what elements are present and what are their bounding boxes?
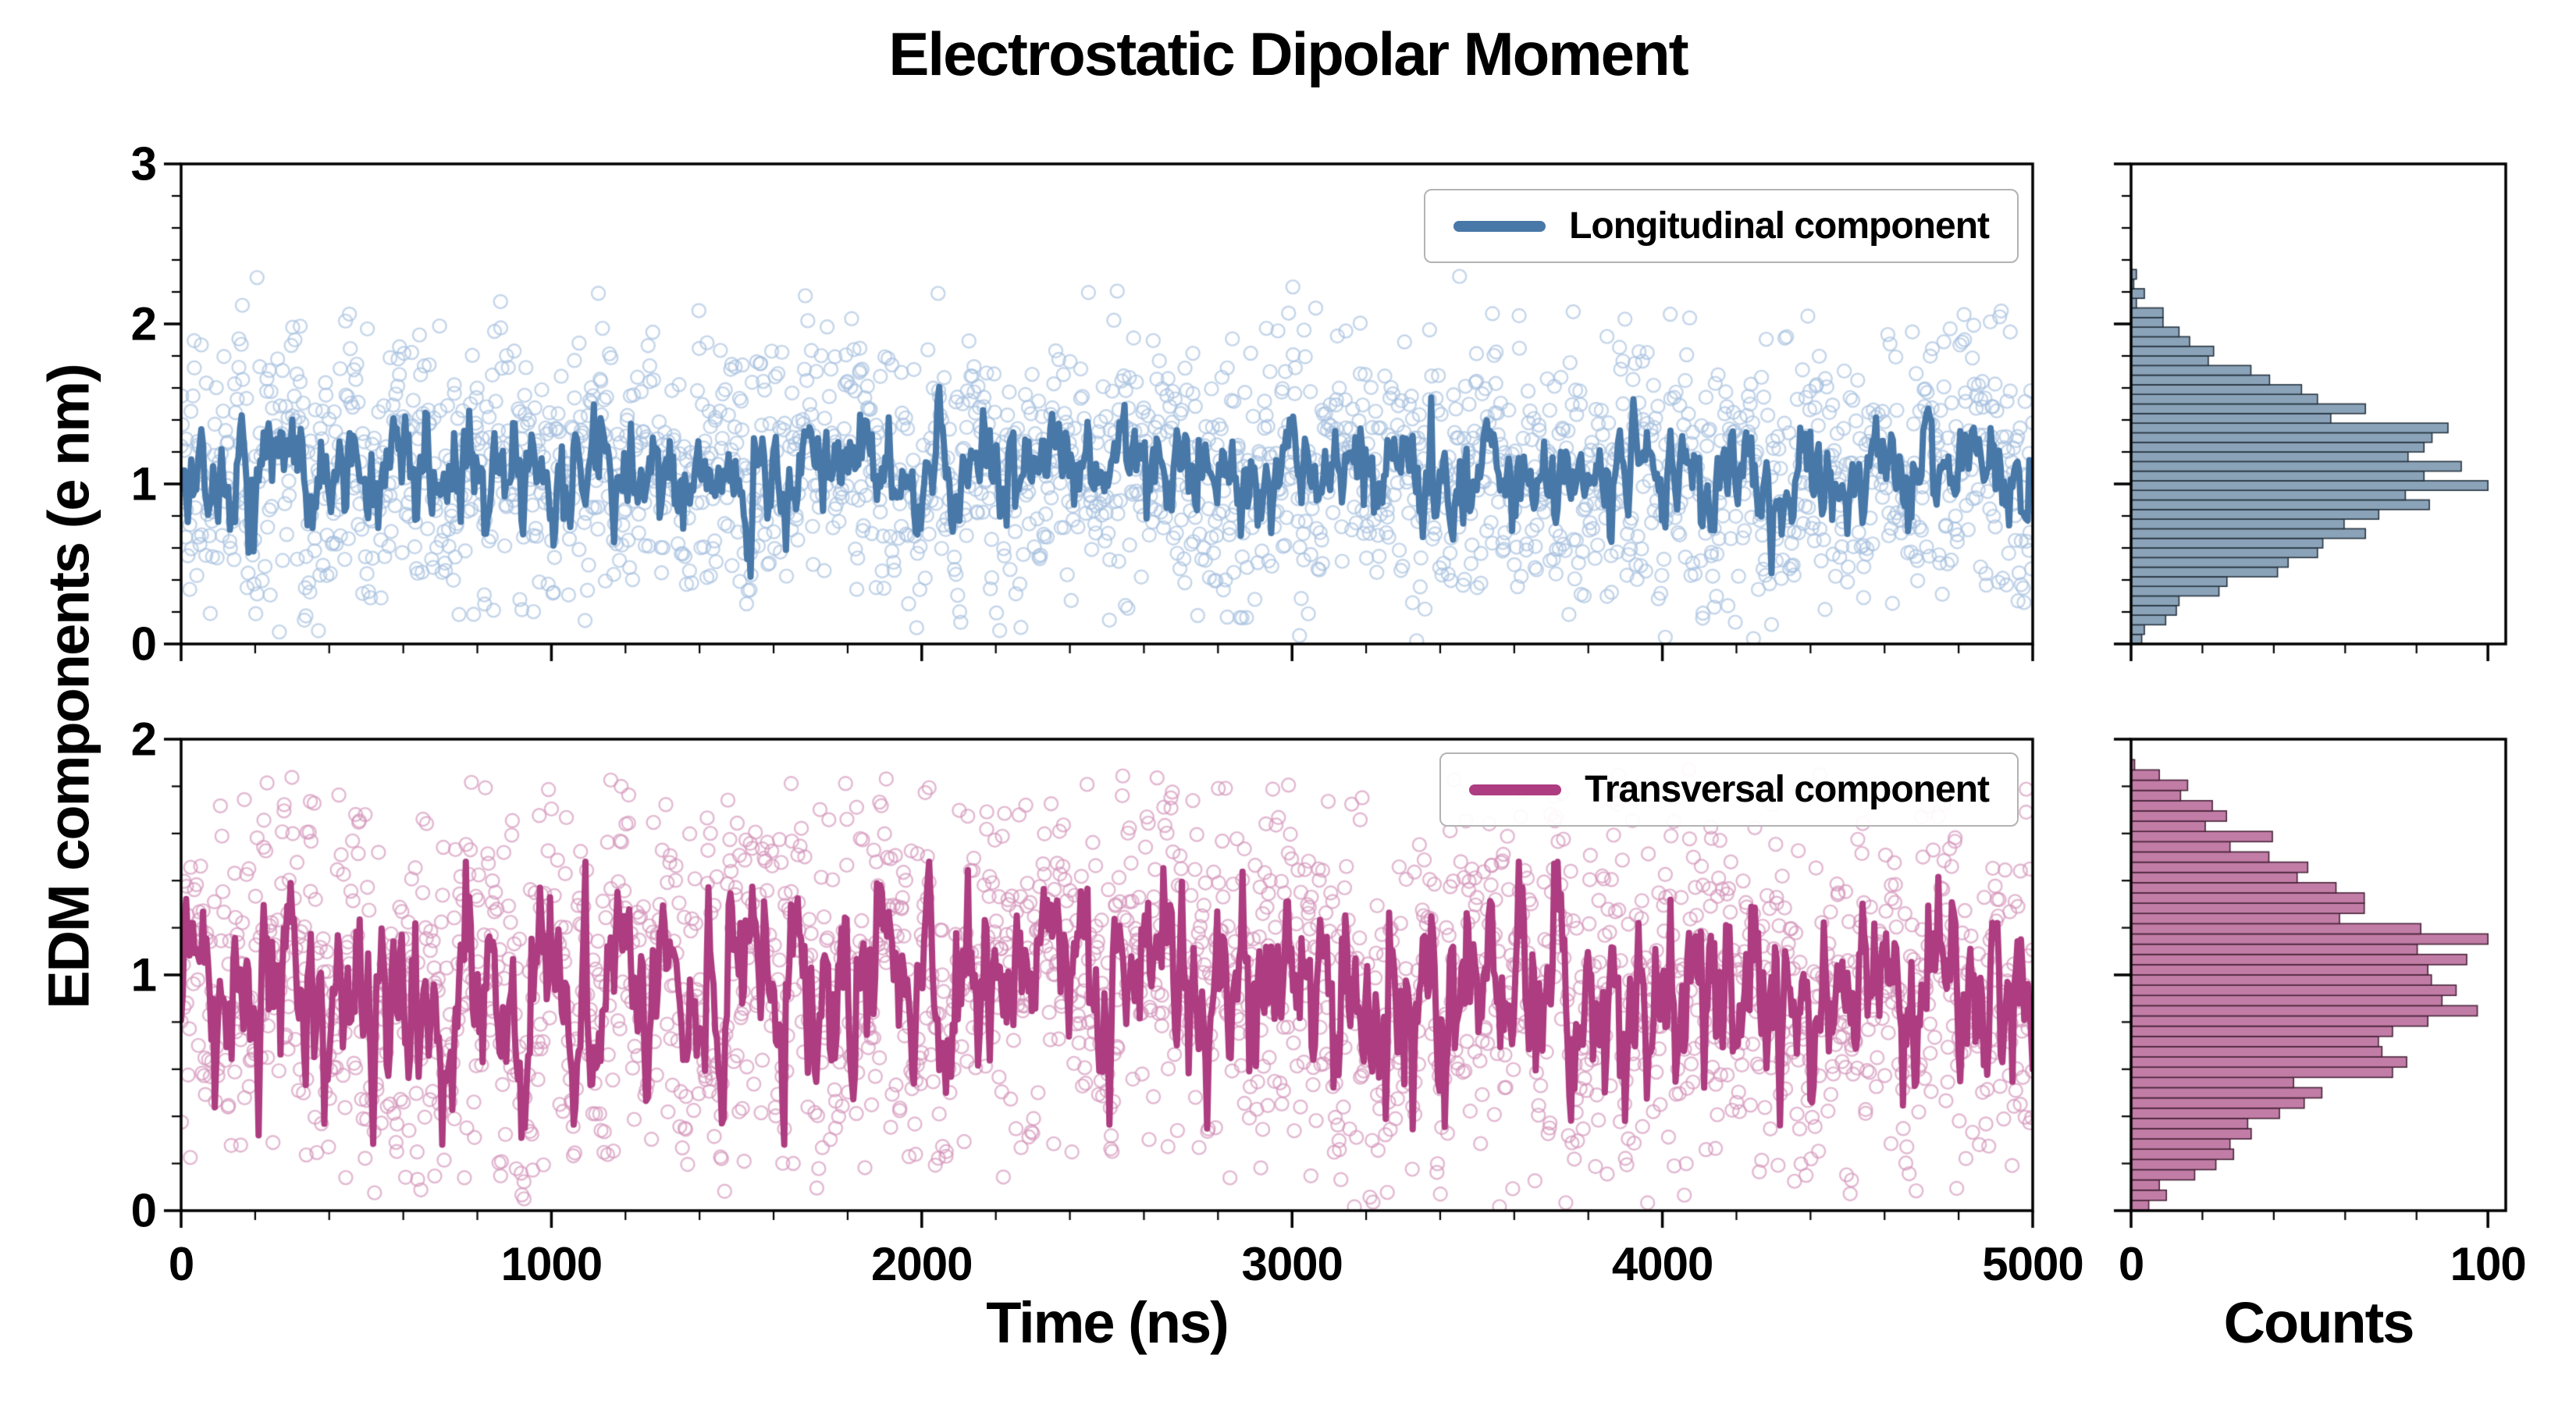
- legend-line-swatch: [1469, 784, 1562, 795]
- legend-label: Longitudinal component: [1569, 205, 1990, 247]
- tick-label: 2000: [871, 1238, 973, 1290]
- tick-label: 5000: [1982, 1238, 2083, 1290]
- tick-label: 3: [130, 137, 157, 190]
- tick-label: 3000: [1241, 1238, 1343, 1290]
- tick-label: 1000: [500, 1238, 603, 1290]
- figure-title: Electrostatic Dipolar Moment: [888, 20, 1688, 88]
- tick-label: 2: [130, 713, 157, 766]
- tick-label: 100: [2450, 1238, 2527, 1290]
- tick-label: 2: [130, 297, 157, 350]
- tick-label: 0: [2118, 1238, 2144, 1290]
- tick-label: 0: [168, 1238, 194, 1290]
- tick-label: 4000: [1611, 1238, 1713, 1290]
- tick-label: 0: [130, 617, 157, 670]
- legend-label: Transversal component: [1585, 769, 1990, 810]
- legend-longitudinal: Longitudinal component: [1424, 189, 2019, 263]
- legend-line-swatch: [1453, 220, 1546, 232]
- tick-label: 1: [130, 948, 157, 1001]
- counts-axis-label: Counts: [2223, 1290, 2415, 1355]
- tick-label: 1: [130, 457, 157, 510]
- legend-transversal: Transversal component: [1439, 752, 2019, 827]
- y-axis-label: EDM components (e nm): [36, 365, 101, 1009]
- tick-label: 0: [130, 1184, 157, 1237]
- x-axis-label: Time (ns): [986, 1290, 1229, 1355]
